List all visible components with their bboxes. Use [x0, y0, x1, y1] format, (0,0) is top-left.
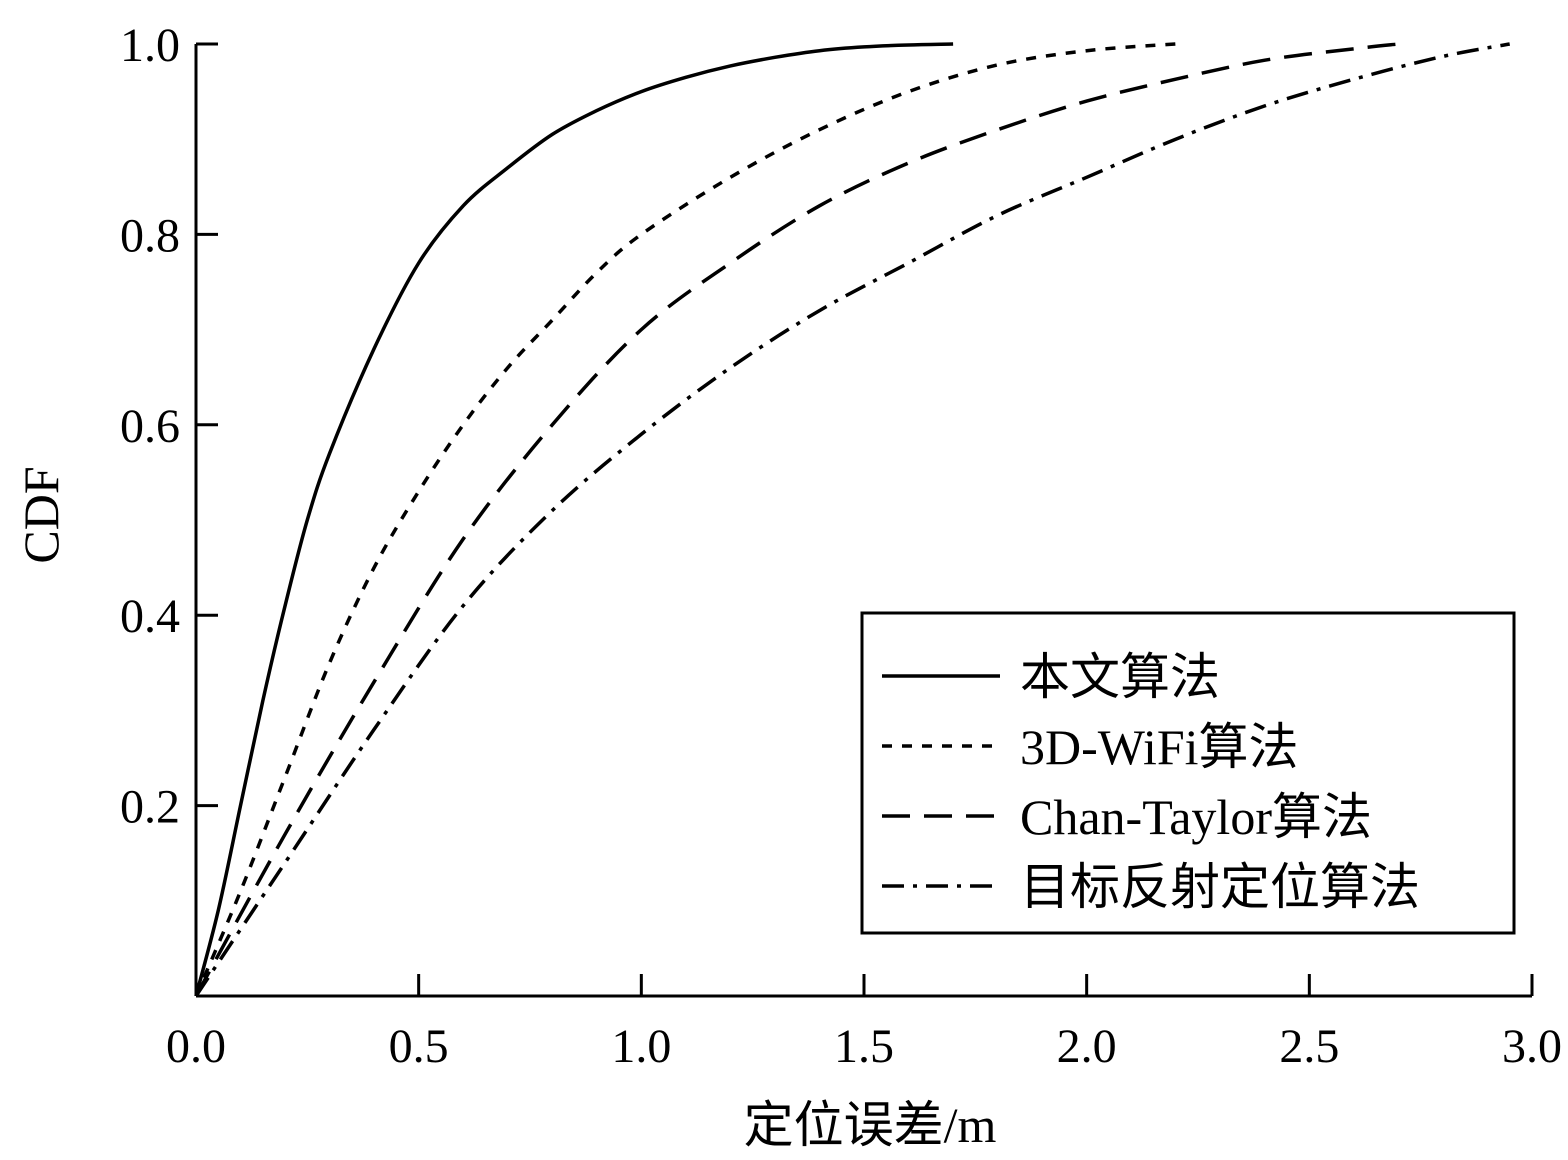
- legend-label-1: 本文算法: [1020, 649, 1220, 705]
- y-tick-label: 0.6: [120, 400, 180, 453]
- x-tick-label: 1.0: [611, 1020, 671, 1073]
- x-tick-label: 2.5: [1279, 1020, 1339, 1073]
- series-line-2: [194, 42, 1176, 997]
- ticks: 0.0 0.5 1.0 1.5 2.0 2.5 3.0 0.2 0.4 0.6 0.8 1.0: [120, 19, 1562, 1073]
- series-line-3: [194, 42, 1399, 997]
- series-line-4: [194, 42, 1511, 997]
- x-tick-label: 2.0: [1057, 1020, 1117, 1073]
- y-axis-label: CDF: [13, 466, 69, 563]
- y-tick-label: 0.8: [120, 209, 180, 262]
- y-tick-label: 0.4: [120, 590, 180, 643]
- y-tick-label: 1.0: [120, 19, 180, 72]
- legend-label-4: 目标反射定位算法: [1020, 859, 1420, 915]
- x-tick-label: 1.5: [834, 1020, 894, 1073]
- legend-box: [860, 611, 1516, 935]
- series-line-1: [194, 42, 954, 997]
- x-tick-label: 0.0: [166, 1020, 226, 1073]
- x-tick-label: 3.0: [1502, 1020, 1562, 1073]
- legend-label-3: Chan-Taylor算法: [1020, 789, 1372, 845]
- legend-label-2: 3D-WiFi算法: [1020, 719, 1299, 775]
- x-tick-label: 0.5: [389, 1020, 449, 1073]
- y-tick-label: 0.2: [120, 781, 180, 834]
- plot-lines: [194, 42, 1511, 997]
- x-axis-label: 定位误差/m: [744, 1097, 997, 1153]
